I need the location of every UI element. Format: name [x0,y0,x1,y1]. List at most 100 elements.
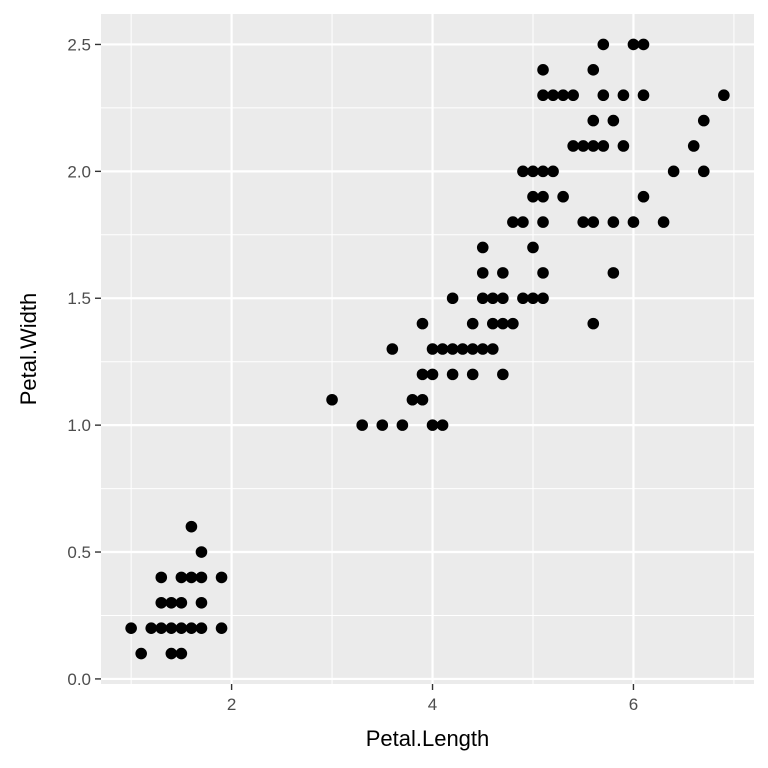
x-tick-label: 4 [428,695,437,714]
data-point [145,622,158,634]
data-point [527,165,539,178]
data-point [537,216,549,228]
data-point [527,292,539,305]
data-point [507,216,519,228]
data-point [497,368,509,381]
data-point [597,89,610,102]
data-point [175,622,188,634]
minor-gridlines [101,14,754,684]
data-point [487,292,499,305]
data-point [637,190,650,203]
data-point [155,571,168,584]
data-point [497,317,509,330]
y-axis-title: Petal.Width [16,293,41,406]
data-point [537,165,549,178]
data-point [607,114,620,127]
data-point [697,114,710,127]
data-point [446,368,459,381]
data-point [376,419,389,431]
x-axis: 2 4 6 [227,684,638,714]
data-point [487,317,499,330]
data-point [215,571,228,584]
data-point [637,38,650,51]
data-point [165,596,178,609]
data-point [466,317,479,330]
data-point [597,140,610,152]
y-tick-label: 2.5 [67,35,91,54]
data-point [567,89,579,102]
data-point [497,292,509,305]
data-point [476,292,489,305]
data-point [567,140,579,152]
data-point [456,343,469,355]
x-tick-label: 2 [227,695,236,714]
data-point [537,267,549,279]
data-point [517,165,529,178]
data-point [547,89,559,102]
data-point [185,622,198,634]
data-point [406,393,419,406]
data-point [476,267,489,279]
data-point [667,165,680,178]
data-point [195,622,208,634]
data-point [155,622,168,634]
data-point [537,292,549,305]
data-point [627,38,640,51]
data-point [466,368,479,381]
data-point [537,190,549,203]
data-point [185,520,198,533]
data-point [165,647,178,660]
data-point [587,317,600,330]
data-point [215,622,228,634]
data-point [487,343,499,355]
data-point [175,596,188,609]
data-point [517,292,529,305]
data-point [617,140,630,152]
data-point [416,393,429,406]
data-point [165,622,178,634]
data-point [185,571,198,584]
data-point [356,419,369,431]
data-point [577,140,590,152]
data-point [426,368,439,381]
data-point [557,190,569,203]
data-point [617,89,630,102]
x-tick-label: 6 [629,695,638,714]
data-point [446,343,459,355]
data-point [416,368,429,381]
data-point [416,317,429,330]
data-point [476,343,489,355]
data-point [587,140,600,152]
data-point [476,241,489,254]
data-point [175,647,188,660]
y-tick-label: 0.5 [67,543,91,562]
data-point [175,571,188,584]
y-tick-label: 0.0 [67,670,91,689]
data-point [537,89,549,102]
data-point [135,647,147,660]
data-point [687,140,700,152]
data-point [436,419,449,431]
data-point [446,292,459,305]
data-point [597,38,610,51]
data-point [537,64,549,76]
data-point [326,393,338,406]
data-point [587,114,600,127]
data-point [627,216,640,228]
data-point [718,89,730,102]
data-point [155,596,168,609]
data-point [497,267,509,279]
data-point [436,343,449,355]
data-point [527,190,539,203]
data-point [527,241,539,254]
data-point [587,216,600,228]
data-point [587,64,600,76]
data-point [195,596,208,609]
data-point [607,216,620,228]
y-tick-label: 2.0 [67,162,91,181]
data-point [517,216,529,228]
data-point [507,317,519,330]
data-point [466,343,479,355]
data-point [547,165,559,178]
